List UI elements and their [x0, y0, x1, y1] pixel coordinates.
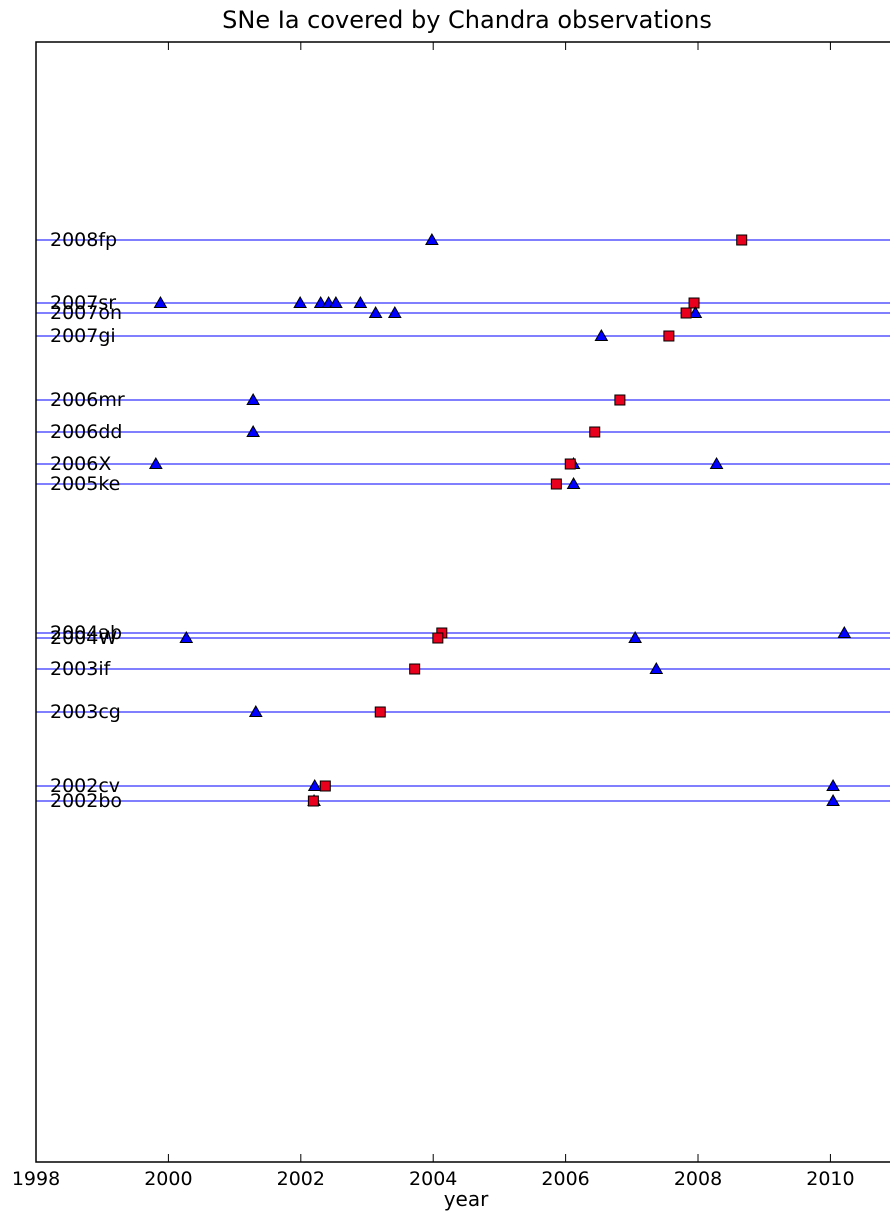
sn-label-2006dd: 2006dd [50, 421, 122, 443]
chart-title: SNe Ia covered by Chandra observations [222, 6, 712, 34]
observation-marker-2002cv-0 [307, 778, 322, 791]
observation-marker-2007sr-1 [293, 295, 308, 308]
x-tick-label-2006: 2006 [541, 1168, 589, 1190]
supernova-marker-2002bo-0 [307, 795, 319, 807]
observation-marker-2007on-2 [688, 305, 703, 318]
sn-label-2007on: 2007on [50, 302, 122, 324]
sn-label-2003if: 2003if [50, 658, 112, 680]
observation-marker-2003cg-0 [248, 704, 263, 717]
observation-marker-2004W-1 [628, 630, 642, 643]
sn-label-2002bo: 2002bo [50, 790, 122, 812]
x-axis-title: year [444, 1187, 489, 1211]
sn-label-2008fp: 2008fp [50, 229, 117, 251]
supernova-marker-2004W-0 [432, 632, 444, 644]
sn-label-2006mr: 2006mr [50, 389, 125, 411]
x-tick-label-2000: 2000 [144, 1168, 192, 1190]
observation-marker-2003if-0 [649, 661, 664, 674]
x-tick-label-2002: 2002 [277, 1168, 325, 1190]
supernova-marker-2006dd-0 [589, 426, 601, 438]
plot-frame [35, 41, 890, 1163]
observation-marker-2006mr-0 [246, 392, 261, 405]
sn-label-2004ab: 2004ab [50, 622, 122, 644]
supernova-marker-2007on-0 [680, 307, 692, 319]
supernova-marker-2005ke-0 [550, 478, 562, 490]
sn-label-2007sr: 2007sr [50, 292, 116, 314]
supernova-marker-2006mr-0 [614, 394, 626, 406]
observation-marker-2004W-0 [179, 630, 194, 643]
observation-marker-2007sr-5 [353, 295, 368, 308]
markers [148, 232, 852, 807]
observation-marker-2004ab-0 [837, 625, 852, 638]
supernova-marker-2002cv-0 [319, 780, 331, 792]
sn-label-2006X: 2006X [50, 453, 111, 475]
sn-label-2005ke: 2005ke [50, 473, 120, 495]
observation-marker-2005ke-0 [566, 476, 581, 489]
sn-label-2004W: 2004W [50, 627, 117, 649]
observation-marker-2006X-0 [148, 456, 163, 469]
observation-marker-2007on-1 [387, 305, 402, 318]
observation-marker-2007sr-4 [329, 295, 343, 308]
observation-marker-2006X-2 [709, 456, 724, 469]
supernova-marker-2007gi-0 [663, 330, 675, 342]
x-tick-label-2010: 2010 [806, 1168, 854, 1190]
observation-marker-2007on-0 [368, 305, 383, 318]
sn-label-2003cg: 2003cg [50, 701, 121, 723]
supernova-marker-2003if-0 [409, 663, 421, 675]
supernova-marker-2006X-0 [564, 458, 576, 470]
sn-label-2007gi: 2007gi [50, 325, 116, 347]
supernova-marker-2003cg-0 [374, 706, 386, 718]
supernova-marker-2008fp-0 [736, 234, 748, 246]
x-tick-label-2004: 2004 [409, 1168, 457, 1190]
x-axis-ticks: 1998 2000 2002 2004 2006 2008 2010 [12, 42, 855, 1190]
observation-marker-2002cv-1 [826, 778, 840, 791]
observation-marker-2007gi-0 [594, 328, 609, 341]
supernova-marker-2007sr-0 [688, 297, 700, 309]
x-tick-label-1998: 1998 [12, 1168, 60, 1190]
observation-marker-2002bo-1 [826, 793, 840, 806]
observation-marker-2008fp-0 [425, 232, 439, 245]
observation-marker-2006dd-0 [246, 424, 261, 437]
x-tick-label-2008: 2008 [674, 1168, 722, 1190]
observation-marker-2007sr-0 [153, 295, 168, 308]
sn-label-2002cv: 2002cv [50, 775, 120, 797]
supernova-lines [36, 239, 890, 802]
